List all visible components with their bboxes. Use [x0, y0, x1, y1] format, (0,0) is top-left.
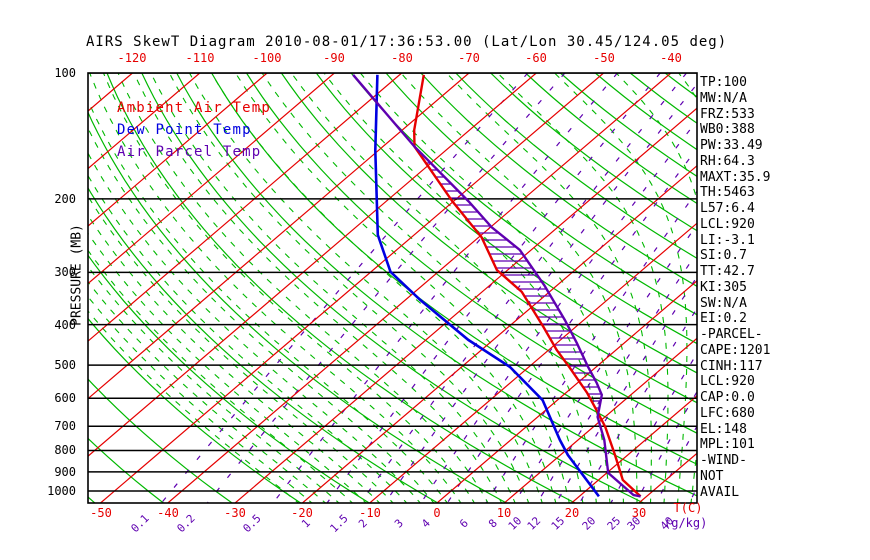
- side-panel-item: WB0:388: [700, 122, 755, 138]
- top-temp-tick-label: -40: [660, 51, 682, 65]
- bottom-temp-tick-label: 20: [564, 506, 580, 520]
- side-panel-item: TH:5463: [700, 185, 755, 201]
- side-panel-item: CAP:0.0: [700, 390, 755, 405]
- pressure-tick-label: 900: [54, 465, 76, 479]
- top-temp-tick-label: -60: [525, 51, 547, 65]
- side-panel-item: TT:42.7: [700, 264, 755, 279]
- side-panel-item: MPL:101: [700, 437, 755, 453]
- legend-item-ambient-temp: Ambient Air Temp: [117, 100, 272, 116]
- side-panel-item: PW:33.49: [700, 138, 763, 153]
- top-temp-tick-label: -80: [391, 51, 413, 65]
- pressure-tick-label: 700: [54, 419, 76, 433]
- bottom-temp-tick-label: -50: [90, 506, 112, 520]
- pressure-tick-label: 500: [54, 358, 76, 372]
- page-title: AIRS SkewT Diagram 2010-08-01/17:36:53.0…: [86, 34, 728, 50]
- ambient-temp-curve: [412, 74, 642, 498]
- top-temp-tick-label: -110: [185, 51, 215, 65]
- temp-axis-unit-label: T(C): [673, 501, 703, 515]
- side-panel-item: SI:0.7: [700, 248, 747, 264]
- side-panel-item: FRZ:533: [700, 106, 755, 122]
- top-temp-tick-label: -70: [458, 51, 480, 65]
- side-panel-item: LCL:920: [700, 374, 755, 390]
- pressure-tick-label: 400: [54, 318, 76, 332]
- mixing-ratio-gridlines: [160, 73, 697, 503]
- side-panel-item: EI:0.2: [700, 311, 747, 327]
- side-panel-item: AVAIL: [700, 484, 740, 500]
- bottom-temp-tick-label: -20: [291, 506, 313, 520]
- legend-item-dew-point: Dew Point Temp: [117, 122, 252, 138]
- top-temp-tick-label: -50: [593, 51, 615, 65]
- bottom-temp-tick-label: -40: [157, 506, 179, 520]
- parcel-temp-curve: [352, 74, 641, 498]
- side-panel-item: -PARCEL-: [700, 327, 763, 342]
- side-panel-item: SW:N/A: [700, 295, 747, 311]
- side-panel-item: MW:N/A: [700, 90, 747, 106]
- side-panel-item: MAXT:35.9: [700, 169, 771, 185]
- top-temp-tick-label: -100: [252, 51, 282, 65]
- side-panel-item: RH:64.3: [700, 153, 755, 169]
- legend-item-air-parcel: Air Parcel Temp: [117, 144, 262, 160]
- bottom-temp-tick-label: 0: [433, 506, 441, 520]
- bottom-temp-tick-label: 10: [496, 506, 512, 520]
- side-panel-item: LFC:680: [700, 405, 755, 421]
- bottom-temp-tick-label: 30: [631, 506, 647, 520]
- dew-point-curve: [373, 74, 600, 498]
- side-panel-item: LCL:920: [700, 216, 755, 232]
- pressure-tick-label: 1000: [47, 484, 76, 498]
- side-panel-item: NOT: [700, 468, 724, 484]
- side-panel-item: CINH:117: [700, 358, 763, 374]
- isotherm-gridlines: [88, 73, 697, 503]
- side-panel-item: CAPE:1201: [700, 342, 771, 358]
- bottom-temp-tick-label: -10: [359, 506, 381, 520]
- side-panel-item: EL:148: [700, 421, 747, 437]
- side-panel-item: TP:100: [700, 75, 747, 90]
- mixing-ratio-axis-unit-label: (g/kg): [664, 516, 708, 530]
- pressure-tick-label: 800: [54, 443, 76, 457]
- moist-adiabat-gridlines: [88, 73, 697, 503]
- pressure-tick-label: 300: [54, 265, 76, 279]
- sounding-curves: [352, 74, 642, 498]
- plot-border: [87, 72, 698, 504]
- pressure-tick-label: 100: [54, 66, 76, 80]
- side-panel-item: LI:-3.1: [700, 232, 755, 248]
- side-panel-item: KI:305: [700, 279, 747, 295]
- pressure-tick-label: 200: [54, 192, 76, 206]
- top-temp-tick-label: -120: [117, 51, 147, 65]
- pressure-tick-label: 600: [54, 391, 76, 405]
- side-panel-item: L57:6.4: [700, 201, 755, 216]
- top-temp-tick-label: -90: [323, 51, 345, 65]
- bottom-temp-tick-label: -30: [224, 506, 246, 520]
- cape-hatch-area: [421, 155, 602, 409]
- side-panel-item: -WIND-: [700, 453, 747, 468]
